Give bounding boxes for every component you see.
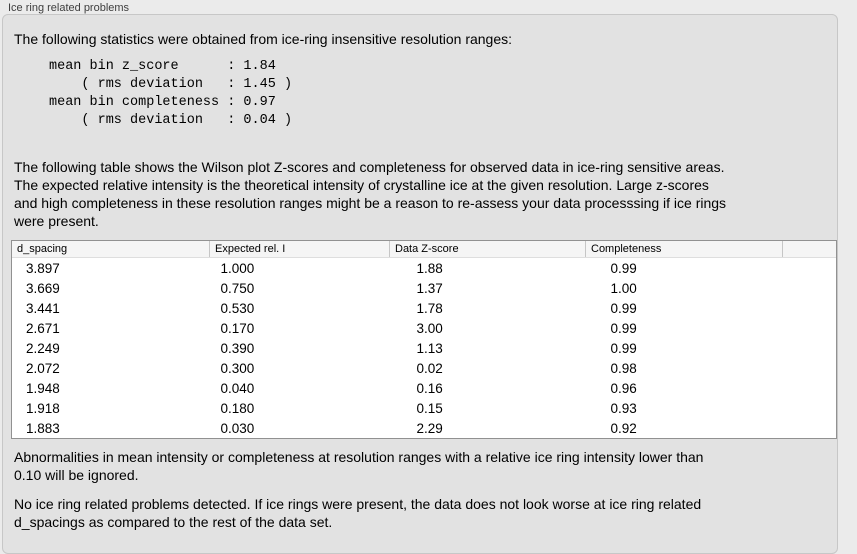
table-cell (783, 278, 837, 298)
table-cell: 3.897 (26, 260, 60, 276)
table-cell: 0.180 (220, 400, 255, 416)
table-cell (783, 418, 837, 438)
table-cell: 1.78 (416, 300, 443, 316)
table-cell: 3.441 (26, 300, 60, 316)
column-header-d-spacing[interactable]: d_spacing (12, 241, 210, 258)
table-row[interactable]: 1.883 0.030 2.29 0.92 (12, 418, 836, 438)
table-cell (783, 298, 837, 318)
table-cell (783, 358, 837, 378)
table-cell: 0.530 (220, 300, 255, 316)
ice-ring-data-grid: d_spacing Expected rel. I Data Z-score Comp… (12, 241, 836, 438)
stats-intro-text: The following statistics were obtained f… (14, 31, 513, 47)
table-row[interactable]: 2.072 0.300 0.02 0.98 (12, 358, 836, 378)
ice-ring-panel: The following statistics were obtained f… (2, 14, 838, 554)
column-header-spacer (782, 241, 836, 258)
table-cell: 1.88 (416, 260, 443, 276)
table-cell: 0.99 (610, 320, 637, 336)
table-cell: 2.29 (416, 420, 443, 436)
table-cell: 0.96 (610, 380, 637, 396)
table-cell: 2.072 (26, 360, 60, 376)
table-cell: 0.15 (416, 400, 443, 416)
column-header-expected-rel-i[interactable]: Expected rel. I (209, 241, 390, 258)
ice-ring-table: d_spacing Expected rel. I Data Z-score Comp… (11, 240, 837, 439)
table-row[interactable]: 2.249 0.390 1.13 0.99 (12, 338, 836, 358)
conclusion-text: No ice ring related problems detected. I… (14, 496, 702, 530)
table-cell (783, 318, 837, 338)
table-cell: 0.98 (610, 360, 637, 376)
table-cell: 1.00 (610, 280, 637, 296)
table-cell: 2.249 (26, 340, 60, 356)
table-cell: 0.99 (610, 300, 637, 316)
table-cell: 1.37 (416, 280, 443, 296)
table-cell (783, 378, 837, 398)
ignore-threshold-note: Abnormalities in mean intensity or compl… (14, 449, 704, 483)
column-header-data-z-score[interactable]: Data Z-score (389, 241, 586, 258)
table-cell: 0.02 (416, 360, 443, 376)
table-cell: 1.948 (26, 380, 60, 396)
table-header-row: d_spacing Expected rel. I Data Z-score Comp… (12, 241, 836, 258)
table-cell: 2.671 (26, 320, 60, 336)
table-row[interactable]: 1.948 0.040 0.16 0.96 (12, 378, 836, 398)
table-row[interactable]: 1.918 0.180 0.15 0.93 (12, 398, 836, 418)
table-cell: 3.00 (416, 320, 443, 336)
table-cell: 0.99 (610, 340, 637, 356)
table-description: The following table shows the Wilson plo… (14, 159, 727, 229)
table-cell: 0.93 (610, 400, 637, 416)
table-cell: 0.750 (220, 280, 255, 296)
table-cell: 3.669 (26, 280, 60, 296)
table-cell: 1.918 (26, 400, 60, 416)
table-cell: 0.16 (416, 380, 443, 396)
table-cell: 1.13 (416, 340, 443, 356)
table-row[interactable]: 2.671 0.170 3.00 0.99 (12, 318, 836, 338)
table-cell: 0.99 (610, 260, 637, 276)
table-row[interactable]: 3.441 0.530 1.78 0.99 (12, 298, 836, 318)
table-cell: 0.390 (220, 340, 255, 356)
table-cell: 1.000 (220, 260, 255, 276)
panel-title: Ice ring related problems (8, 2, 130, 14)
table-cell: 1.883 (26, 420, 60, 436)
stats-values-block: mean bin z_score : 1.84 ( rms deviation … (49, 59, 293, 128)
table-cell: 0.300 (220, 360, 255, 376)
table-cell: 0.92 (610, 420, 637, 436)
table-cell (783, 338, 837, 358)
table-cell (783, 258, 837, 279)
table-row[interactable]: 3.669 0.750 1.37 1.00 (12, 278, 836, 298)
table-cell: 0.030 (220, 420, 255, 436)
table-cell (783, 398, 837, 418)
table-row[interactable]: 3.897 1.000 1.88 0.99 (12, 258, 836, 279)
column-header-completeness[interactable]: Completeness (585, 241, 783, 258)
table-cell: 0.040 (220, 380, 255, 396)
table-cell: 0.170 (220, 320, 255, 336)
